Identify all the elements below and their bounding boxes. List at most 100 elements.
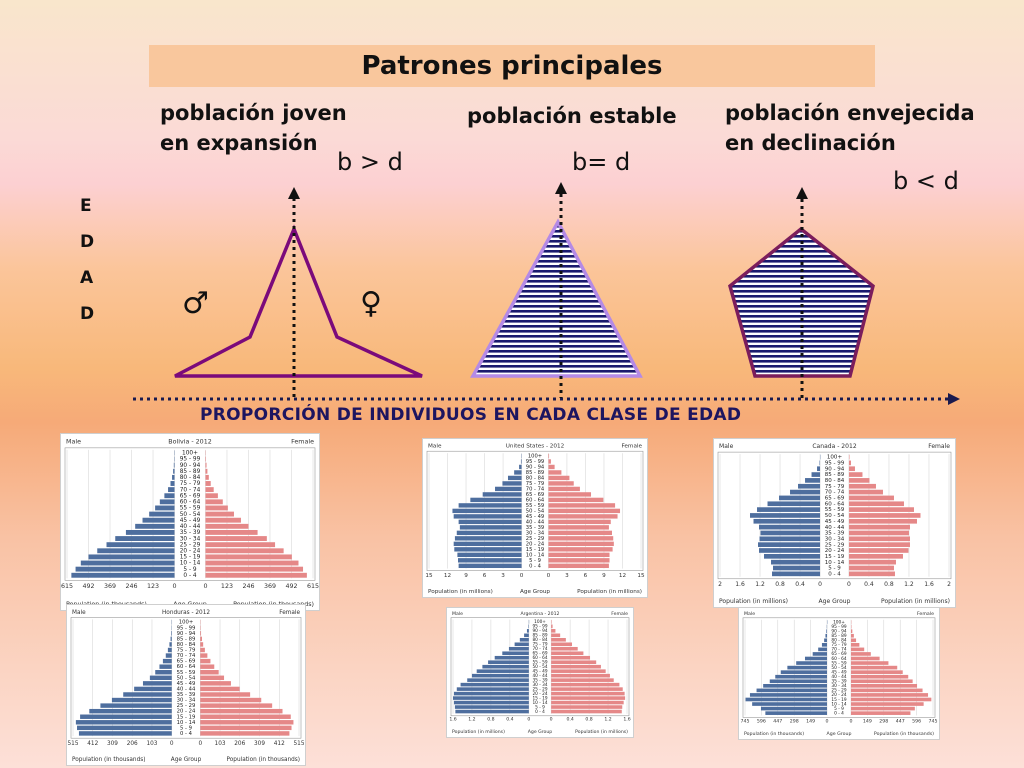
- male-bar: [77, 725, 172, 731]
- label-aging-declining: población envejecida en declinación: [725, 98, 975, 158]
- male-bar: [80, 560, 175, 566]
- age-group-label: 90 - 94: [532, 628, 547, 634]
- male-bar: [476, 669, 529, 673]
- tick-label: 9: [464, 573, 468, 579]
- female-bar: [200, 647, 205, 653]
- female-bar: [851, 688, 923, 693]
- female-bar: [205, 523, 249, 529]
- age-group-label: 65 - 69: [831, 651, 847, 657]
- female-bar: [851, 674, 909, 679]
- female-bar: [205, 493, 218, 499]
- age-group-label: 10 - 14: [532, 700, 547, 706]
- female-bar: [848, 483, 876, 489]
- age-group-label: 25 - 29: [526, 536, 544, 542]
- age-group-label: 25 - 29: [831, 688, 847, 694]
- female-bar: [551, 669, 606, 673]
- female-header: Female: [928, 443, 950, 450]
- male-bar: [159, 499, 175, 505]
- tick-label: 447: [773, 718, 782, 724]
- female-bar: [200, 714, 291, 719]
- female-bar: [548, 541, 614, 547]
- age-group-label: 60 - 64: [831, 656, 847, 662]
- female-bar: [848, 518, 917, 524]
- female-bar: [848, 466, 855, 472]
- male-header: Male: [452, 611, 463, 617]
- male-axis-title: Population (in millions): [452, 729, 505, 735]
- age-group-label: 20 - 24: [831, 692, 847, 698]
- female-bar: [851, 629, 853, 633]
- male-bar: [164, 493, 175, 499]
- age-group-label: 60 - 64: [532, 655, 547, 661]
- male-bar: [452, 508, 522, 514]
- female-bar: [851, 656, 880, 661]
- female-bar: [205, 554, 292, 560]
- y-axis-letter: E: [80, 196, 92, 216]
- female-bar: [848, 460, 851, 466]
- female-bar: [548, 492, 592, 497]
- male-bar: [753, 518, 821, 524]
- male-bar: [455, 709, 529, 714]
- female-bar: [848, 495, 894, 501]
- tick-label: 0: [520, 573, 524, 579]
- pyramid-svg: Male Female Argentina - 2012 1.6 0 1.2 0.4 0.8 0…: [449, 611, 630, 735]
- female-symbol: ♀: [360, 286, 382, 321]
- male-bar: [759, 548, 821, 553]
- age-group-label: 75 - 79: [831, 642, 847, 648]
- male-bar: [817, 466, 821, 472]
- male-bar: [89, 708, 172, 714]
- age-group-label: 80 - 84: [177, 642, 196, 648]
- tick-label: 745: [929, 718, 938, 724]
- female-bar: [551, 678, 614, 682]
- tick-label: 0: [173, 583, 177, 590]
- female-bar: [200, 653, 208, 658]
- female-bar: [848, 553, 903, 559]
- tick-label: 1.2: [604, 717, 611, 723]
- tick-label: 412: [87, 741, 98, 747]
- female-bar: [851, 697, 932, 702]
- male-bar: [779, 495, 821, 501]
- female-bar: [851, 711, 911, 715]
- age-group-label: 85 - 89: [532, 633, 547, 639]
- female-bar: [551, 664, 601, 669]
- male-bar: [526, 629, 529, 633]
- age-group-label: 30 - 34: [177, 698, 196, 704]
- pyramid-title: Canada - 2012: [812, 443, 856, 450]
- tick-label: 1.2: [468, 717, 475, 723]
- male-bar: [165, 653, 172, 658]
- tick-label: 615: [61, 583, 73, 590]
- age-group-label: 35 - 39: [180, 530, 201, 536]
- age-group-label: 30 - 34: [532, 682, 547, 688]
- relation-aging: b < d: [893, 167, 959, 195]
- male-bar: [819, 460, 821, 466]
- age-group-label: 95 - 99: [180, 457, 201, 463]
- age-group-label: 15 - 19: [532, 695, 547, 701]
- age-group-label: 10 - 14: [180, 561, 201, 567]
- pyramid-frame: [64, 447, 316, 581]
- tick-label: 123: [147, 583, 159, 590]
- male-bar: [780, 670, 827, 674]
- male-symbol: ♂: [182, 286, 209, 321]
- female-bar: [551, 646, 578, 651]
- female-axis-title: Population (in millions): [575, 729, 628, 735]
- age-group-label: 0 - 4: [180, 731, 193, 737]
- male-bar: [78, 731, 172, 736]
- tick-label: 103: [146, 741, 157, 747]
- population-pyramid-honduras: Male Female Honduras - 2012 515 0 412 103 309 20…: [66, 604, 306, 766]
- tick-label: 298: [879, 718, 888, 724]
- tick-label: 1.6: [924, 581, 934, 588]
- male-bar: [155, 505, 175, 511]
- age-group-label: 45 - 49: [831, 669, 847, 675]
- age-group-axis-title: Age Group: [528, 729, 553, 735]
- schematic-diagram: ♂ ♀: [133, 182, 960, 405]
- pyramid-title: Bolivia - 2012: [168, 439, 212, 446]
- male-bar: [125, 529, 175, 535]
- male-bar: [519, 637, 529, 642]
- age-group-label: 90 - 94: [180, 463, 201, 469]
- age-group-label: 40 - 44: [526, 519, 545, 525]
- tick-label: 0: [847, 581, 851, 588]
- female-bar: [851, 679, 913, 684]
- age-group-axis-title: Age Group: [520, 589, 550, 595]
- female-bar: [205, 572, 307, 578]
- age-group-label: 45 - 49: [526, 514, 544, 520]
- female-bar: [200, 703, 273, 708]
